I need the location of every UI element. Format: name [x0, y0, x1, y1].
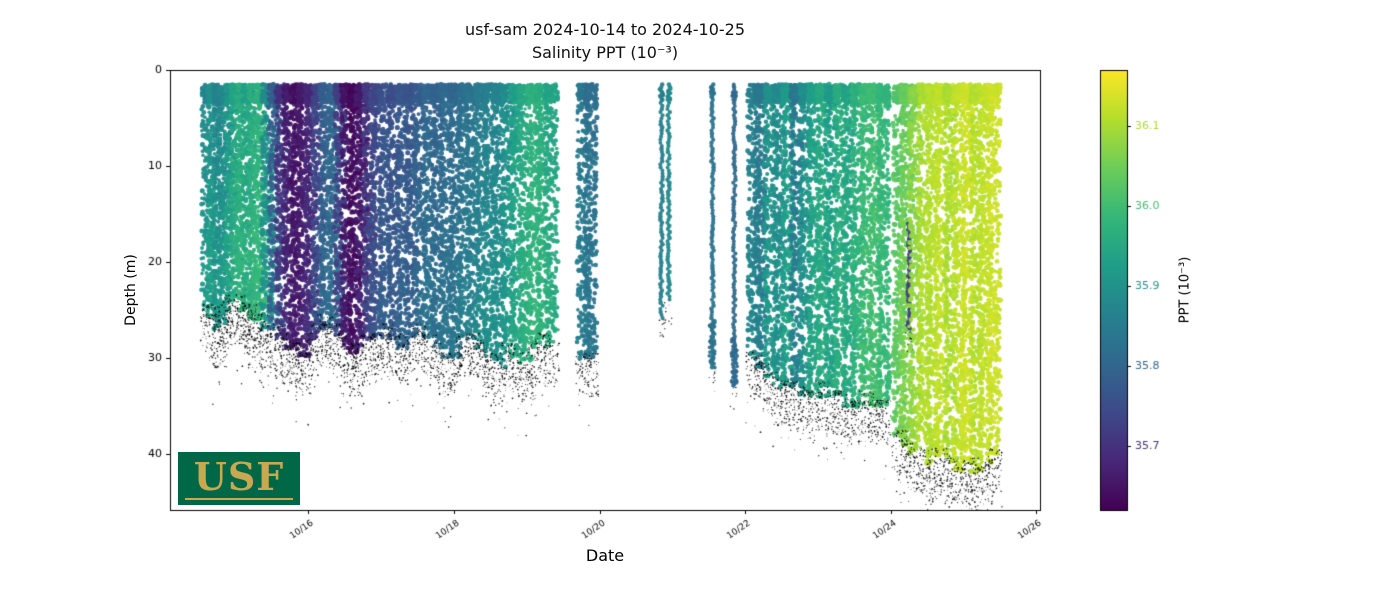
usf-logo-underline [185, 497, 293, 500]
chart-title: usf-sam 2024-10-14 to 2024-10-25 [464, 20, 746, 39]
usf-logo-text: USF [193, 453, 285, 499]
colorbar-label: PPT (10⁻³) [1177, 256, 1193, 324]
usf-logo: USF [178, 452, 300, 505]
x-axis-label: Date [585, 546, 625, 565]
chart-subtitle: Salinity PPT (10⁻³) [531, 43, 679, 62]
y-axis-label: Depth (m) [123, 254, 139, 326]
